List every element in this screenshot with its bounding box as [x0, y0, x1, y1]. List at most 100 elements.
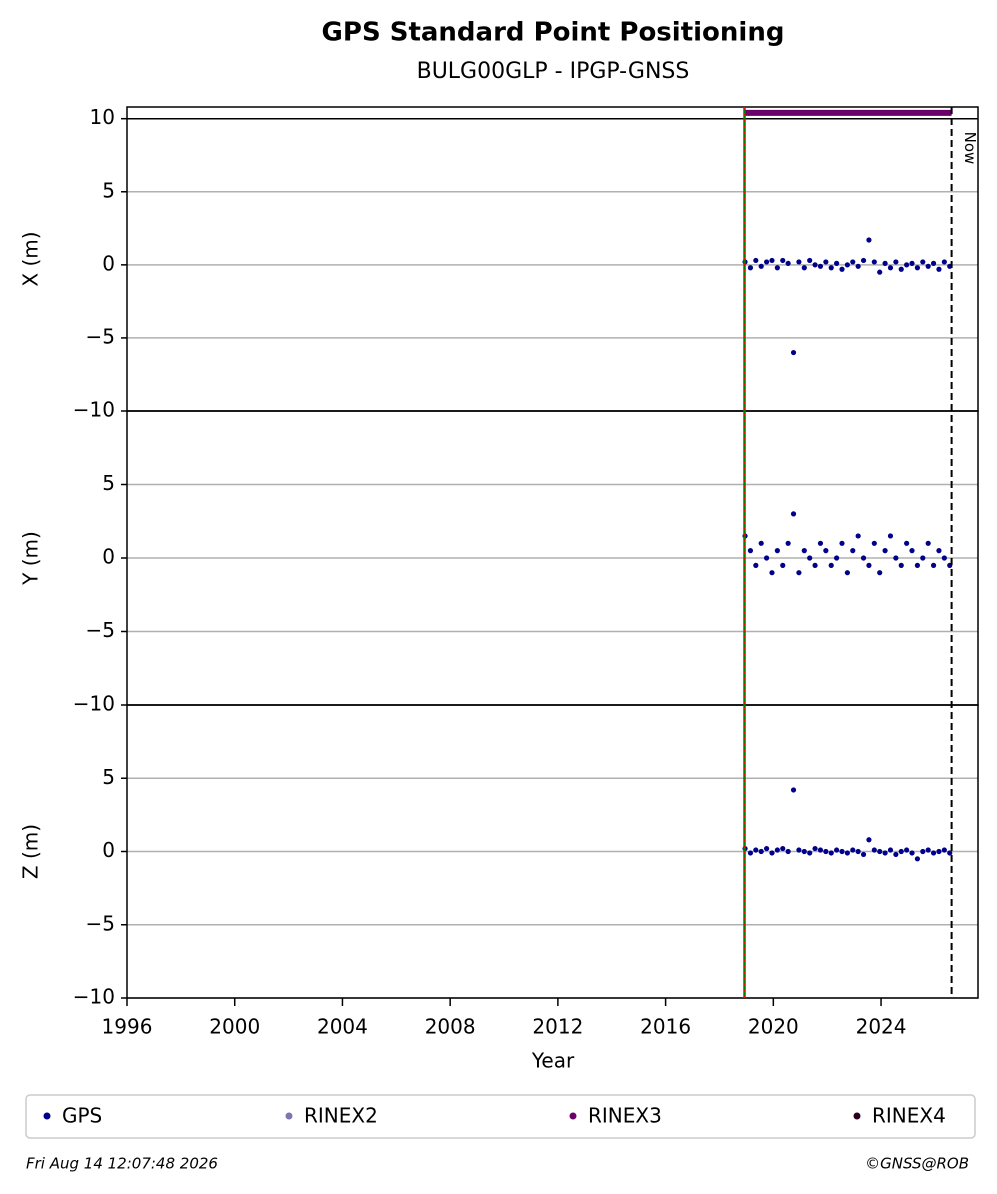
legend-marker [853, 1112, 861, 1120]
data-point [877, 848, 883, 855]
credit: ©GNSS@ROB [865, 1155, 969, 1173]
data-point [844, 262, 850, 268]
data-point [796, 259, 802, 265]
data-point [855, 848, 861, 855]
y-tick-label: −10 [73, 985, 115, 1009]
data-point [774, 548, 780, 554]
data-point [758, 540, 764, 546]
data-point [941, 555, 947, 561]
data-point [823, 259, 829, 265]
x-tick-label: 2000 [209, 1015, 260, 1039]
data-point [774, 265, 780, 271]
data-point [844, 570, 850, 576]
data-point [893, 851, 899, 858]
data-point [850, 259, 856, 265]
data-point [812, 562, 818, 568]
data-point [871, 259, 877, 265]
data-point [828, 850, 834, 856]
data-point [871, 847, 877, 853]
data-point [796, 570, 802, 576]
data-point [914, 856, 921, 862]
data-point [834, 260, 840, 266]
panel-frame [126, 106, 979, 412]
data-point [763, 259, 770, 265]
legend-marker [43, 1112, 51, 1120]
x-tick-label: 2024 [856, 1015, 907, 1039]
data-point [941, 847, 947, 853]
data-point [817, 847, 824, 853]
chart-subtitle: BULG00GLP - IPGP-GNSS [417, 59, 690, 84]
data-point [839, 848, 845, 855]
y-tick-label: 0 [102, 251, 115, 275]
now-label: Now [961, 132, 979, 165]
data-point [909, 548, 915, 554]
data-point [769, 850, 775, 856]
data-point [947, 850, 953, 856]
data-point [925, 263, 931, 269]
data-point [823, 548, 829, 554]
data-point [904, 847, 910, 853]
data-point [823, 848, 829, 855]
legend-marker [285, 1112, 293, 1120]
data-point [790, 511, 797, 517]
data-point [753, 562, 759, 568]
y-tick-label: 0 [102, 838, 115, 862]
data-point [785, 540, 791, 546]
data-point [936, 266, 942, 272]
data-point [930, 562, 937, 568]
data-point [893, 555, 899, 561]
y-tick-label: 5 [102, 471, 115, 495]
data-point [817, 540, 824, 546]
data-point [790, 787, 797, 793]
data-point [774, 847, 780, 853]
data-point [855, 263, 861, 269]
data-point [758, 848, 764, 855]
data-point [871, 540, 877, 546]
legend-label: RINEX4 [872, 1104, 946, 1128]
data-point [887, 847, 894, 853]
data-point [807, 850, 813, 856]
data-point [930, 260, 937, 266]
data-point [882, 548, 888, 554]
y-tick-label: 10 [90, 105, 115, 129]
data-point [769, 257, 775, 264]
x-tick-label: 2012 [532, 1015, 583, 1039]
data-point [866, 837, 872, 843]
data-point [925, 847, 931, 853]
data-point [747, 265, 754, 271]
legend-label: RINEX2 [304, 1104, 378, 1128]
data-point [780, 257, 786, 264]
y-tick-label: −10 [73, 692, 115, 716]
y-tick-label: −10 [73, 398, 115, 422]
data-point [796, 847, 802, 853]
data-point [753, 257, 759, 264]
x-tick-label: 2016 [640, 1015, 691, 1039]
timestamp: Fri Aug 14 12:07:48 2026 [26, 1155, 218, 1173]
legend-label: GPS [62, 1104, 102, 1128]
data-point [850, 548, 856, 554]
x-tick-label: 1996 [102, 1015, 153, 1039]
data-point [817, 263, 824, 269]
data-point [936, 548, 942, 554]
chart-title: GPS Standard Point Positioning [322, 18, 785, 48]
data-point [920, 259, 926, 265]
data-point [839, 540, 845, 546]
data-point [844, 850, 850, 856]
data-point [801, 265, 807, 271]
data-point [801, 548, 807, 554]
data-point [904, 262, 910, 268]
data-point [866, 237, 872, 243]
data-point [780, 845, 786, 852]
data-point [769, 570, 775, 576]
data-point [785, 260, 791, 266]
data-point [920, 555, 926, 561]
y-tick-label: −5 [86, 324, 115, 348]
data-point [834, 847, 840, 853]
data-point [790, 349, 797, 356]
data-point [936, 848, 942, 855]
data-point [877, 269, 883, 275]
data-point [812, 845, 818, 852]
data-point [763, 845, 770, 852]
data-point [887, 533, 894, 539]
